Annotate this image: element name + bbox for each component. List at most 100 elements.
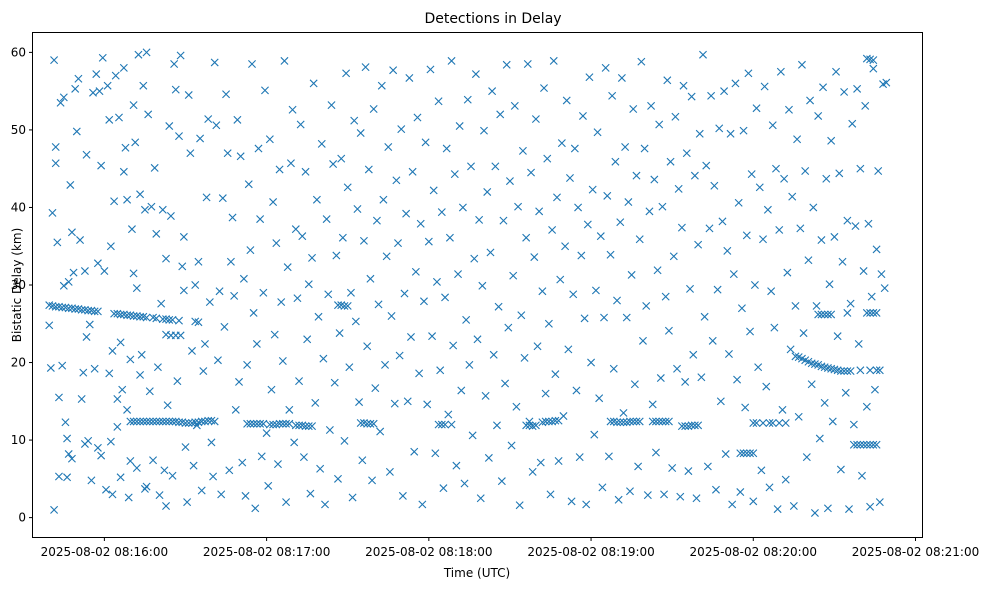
scatter-point bbox=[512, 402, 521, 411]
scatter-point bbox=[520, 353, 529, 362]
scatter-point bbox=[314, 312, 323, 321]
scatter-point bbox=[773, 505, 782, 514]
scatter-point bbox=[197, 417, 206, 426]
scatter-point bbox=[132, 464, 141, 472]
scatter-point bbox=[791, 352, 800, 361]
scatter-point bbox=[301, 422, 310, 431]
scatter-point bbox=[606, 417, 615, 426]
scatter-point bbox=[392, 176, 401, 185]
scatter-point bbox=[144, 110, 153, 119]
scatter-point bbox=[51, 142, 60, 151]
scatter-point bbox=[441, 293, 450, 302]
scatter-point bbox=[113, 422, 122, 431]
scatter-point bbox=[750, 281, 759, 289]
scatter-point bbox=[186, 149, 195, 158]
scatter-point bbox=[637, 57, 646, 66]
scatter-point bbox=[350, 116, 359, 125]
scatter-point bbox=[518, 146, 527, 155]
scatter-point bbox=[653, 266, 662, 275]
scatter-point bbox=[613, 418, 622, 427]
scatter-point bbox=[684, 467, 693, 476]
scatter-point bbox=[836, 367, 845, 376]
scatter-point bbox=[864, 219, 873, 228]
scatter-point bbox=[126, 355, 135, 364]
scatter-point bbox=[249, 419, 258, 428]
scatter-point bbox=[322, 215, 331, 224]
scatter-point bbox=[93, 259, 102, 268]
scatter-point bbox=[862, 54, 871, 63]
scatter-point bbox=[59, 93, 68, 102]
scatter-point bbox=[882, 78, 891, 87]
scatter-point bbox=[142, 482, 151, 491]
scatter-point bbox=[681, 422, 690, 431]
scatter-point bbox=[775, 419, 784, 428]
scatter-point bbox=[210, 58, 219, 67]
scatter-point bbox=[650, 175, 659, 184]
scatter-point bbox=[351, 317, 360, 326]
scatter-point bbox=[157, 299, 166, 308]
scatter-point bbox=[796, 224, 805, 233]
scatter-point bbox=[119, 63, 128, 72]
y-axis-label: Bistatic Delay (km) bbox=[10, 228, 24, 343]
scatter-point bbox=[371, 384, 380, 393]
scatter-point bbox=[140, 205, 149, 214]
scatter-point bbox=[780, 174, 789, 183]
scatter-point bbox=[671, 112, 680, 121]
scatter-point bbox=[303, 335, 312, 344]
scatter-point bbox=[832, 67, 841, 76]
scatter-point bbox=[67, 454, 76, 463]
scatter-point bbox=[617, 73, 626, 82]
scatter-point bbox=[69, 268, 78, 277]
x-tick-label: 2025-08-02 08:20:00 bbox=[690, 545, 817, 559]
scatter-point bbox=[484, 453, 493, 462]
scatter-point bbox=[843, 367, 852, 376]
scatter-point bbox=[684, 422, 693, 431]
scatter-point bbox=[760, 82, 769, 91]
scatter-point bbox=[90, 364, 99, 373]
scatter-point bbox=[181, 443, 190, 452]
scatter-point bbox=[583, 220, 592, 229]
scatter-point bbox=[355, 398, 364, 407]
scatter-point bbox=[660, 490, 669, 499]
scatter-point bbox=[715, 124, 724, 133]
scatter-point bbox=[225, 466, 234, 475]
scatter-point bbox=[58, 361, 67, 370]
scatter-point bbox=[619, 408, 628, 417]
scatter-point bbox=[538, 287, 547, 296]
scatter-point bbox=[187, 346, 196, 355]
scatter-point bbox=[784, 105, 793, 114]
scatter-point bbox=[89, 88, 98, 97]
scatter-point bbox=[168, 417, 177, 426]
scatter-point bbox=[549, 56, 558, 65]
scatter-point bbox=[61, 303, 70, 312]
scatter-point bbox=[840, 87, 849, 96]
scatter-point bbox=[286, 159, 295, 168]
scatter-point bbox=[546, 490, 555, 499]
scatter-point bbox=[105, 115, 114, 124]
scatter-point bbox=[308, 253, 317, 262]
scatter-point bbox=[123, 195, 132, 204]
scatter-point bbox=[815, 434, 824, 443]
scatter-point bbox=[113, 394, 122, 403]
scatter-point bbox=[611, 157, 620, 166]
scatter-point bbox=[522, 233, 531, 242]
scatter-point bbox=[264, 481, 273, 490]
scatter-point bbox=[139, 312, 148, 321]
scatter-point bbox=[298, 232, 307, 241]
scatter-point bbox=[132, 312, 141, 321]
scatter-point bbox=[45, 301, 54, 310]
scatter-point bbox=[661, 417, 670, 426]
scatter-point bbox=[567, 497, 576, 506]
scatter-point bbox=[470, 254, 479, 263]
scatter-point bbox=[296, 120, 305, 129]
scatter-point bbox=[729, 270, 738, 279]
scatter-point bbox=[817, 362, 826, 371]
scatter-point bbox=[291, 421, 300, 430]
scatter-point bbox=[772, 164, 780, 173]
scatter-point bbox=[626, 417, 634, 426]
scatter-point bbox=[119, 310, 128, 319]
scatter-point bbox=[624, 198, 633, 207]
scatter-point bbox=[804, 256, 813, 265]
scatter-point bbox=[692, 494, 701, 503]
